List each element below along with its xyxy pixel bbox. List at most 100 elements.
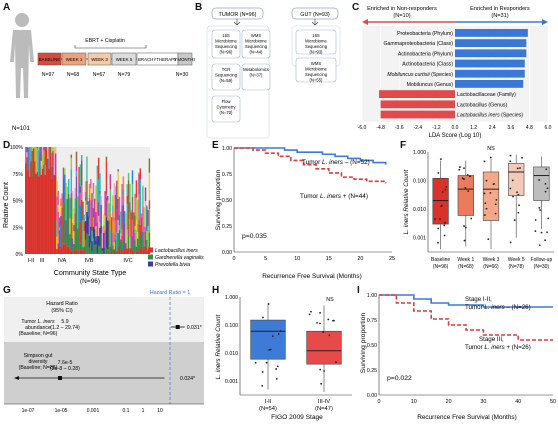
d-bar-16-o0 <box>45 147 48 150</box>
d-bar-24-o3 <box>56 196 58 221</box>
d-bar-23-o0 <box>54 153 57 175</box>
total-n: N=101 <box>12 126 31 132</box>
d-bar-74-o4 <box>121 183 123 203</box>
d-bar-16-0 <box>45 149 48 254</box>
d-bar-68-o0 <box>113 241 115 250</box>
d-bar-62-o3 <box>105 160 108 183</box>
d-bar-53-1 <box>94 245 96 254</box>
c-bar-6 <box>379 90 455 98</box>
d-bar-82-0 <box>131 249 134 254</box>
d-bar-61-o1 <box>104 220 106 231</box>
g-header2: (95% CI) <box>51 308 72 314</box>
d-bar-80-o1 <box>129 219 131 237</box>
d-bar-70-0 <box>116 253 118 254</box>
d-bar-37-0 <box>73 249 75 254</box>
h-xlabel: FIGO 2009 Stage <box>271 414 323 421</box>
d-bar-21-0 <box>52 151 54 254</box>
d-bar-79-o0 <box>127 229 130 235</box>
d-bar-57-o2 <box>99 193 101 210</box>
d-bar-78-0 <box>126 250 129 254</box>
f-xn-3: (N=78) <box>508 264 524 270</box>
d-bar-1-o2 <box>26 147 28 153</box>
d-bar-43-o0 <box>80 185 83 200</box>
f-point-3-2 <box>509 187 512 190</box>
d-bar-23-0 <box>54 174 57 254</box>
d-bar-26-o2 <box>58 217 61 228</box>
d-bar-45-1 <box>83 246 86 250</box>
d-bar-18-o0 <box>48 156 50 169</box>
d-bar-84-o4 <box>134 193 136 216</box>
d-bar-35-o1 <box>70 169 73 194</box>
d-bar-25-o1 <box>57 234 60 244</box>
f-point-0-10 <box>443 234 446 237</box>
h-ytick-0: 0.001 <box>225 379 238 385</box>
tumor-assay-label-0-2: Sequencing <box>215 44 238 49</box>
d-bar-55-o1 <box>96 200 99 223</box>
d-bar-46-o1 <box>84 200 87 216</box>
c-tick-0: -6.0 <box>358 125 367 131</box>
g-row0-label-c: (Baseline; N=96) <box>19 331 58 337</box>
d-bar-88-1 <box>139 236 142 249</box>
d-bar-71-o3 <box>117 169 119 172</box>
f-ns: NS <box>487 146 495 152</box>
d-bar-75-o2 <box>122 195 125 206</box>
d-bar-92-1 <box>144 231 147 246</box>
panel-label-g: G <box>3 285 11 296</box>
d-bar-84-1 <box>134 240 136 254</box>
d-bar-54-2 <box>95 240 97 245</box>
d-bar-7-0 <box>34 161 36 254</box>
d-bar-8-0 <box>35 173 37 254</box>
c-tick-4: -1.2 <box>432 125 441 131</box>
d-bar-27-0 <box>60 246 62 254</box>
d-bar-67-o0 <box>112 233 114 246</box>
d-bar-6-0 <box>32 148 35 254</box>
d-bar-11-o0 <box>39 153 41 172</box>
d-bar-49-o2 <box>88 194 91 198</box>
d-bar-92-0 <box>144 245 147 254</box>
d-bar-40-1 <box>77 235 79 251</box>
e-ylabel: Surviving proportion <box>215 170 222 231</box>
d-bar-9-0 <box>36 171 39 254</box>
d-bar-49-o0 <box>88 217 91 236</box>
d-bar-90-1 <box>142 239 144 250</box>
f-point-2-8 <box>483 192 486 195</box>
c-cat-label-5: Mobiluncus (Genus) <box>407 82 454 88</box>
d-bar-27-o1 <box>60 216 62 226</box>
d-bar-87-0 <box>138 252 140 254</box>
d-bar-71-0 <box>117 247 119 254</box>
d-bar-47-o0 <box>86 204 88 212</box>
d-bar-93-1 <box>146 239 148 248</box>
timeline-label-1: WEEK 1 <box>66 57 83 62</box>
d-bar-13-o1 <box>41 147 44 155</box>
tumor-assay-label-1-3: (N=44) <box>250 50 264 55</box>
d-group-4: IVC <box>123 258 132 264</box>
timeline-step-5 <box>177 52 193 66</box>
d-bar-0-o0 <box>25 147 27 164</box>
d-bar-25-o3 <box>57 204 60 212</box>
c-xlabel: LDA Score (Log 10) <box>429 133 482 139</box>
d-bar-62-o0 <box>105 197 108 218</box>
f-xcat-3: Week 5 <box>508 257 525 263</box>
tumor-assay-label-2-2: (N=59) <box>220 78 234 83</box>
f-point-2-10 <box>489 156 492 159</box>
i-ytick-0: 0.00 <box>367 393 377 399</box>
d-bar-12-o1 <box>40 160 43 167</box>
d-bar-85-o2 <box>135 197 138 221</box>
d-bar-63-o1 <box>107 196 109 201</box>
i-xtick-1: 10 <box>411 399 417 405</box>
e-xlabel: Recurrence Free Survival (Months) <box>262 273 361 280</box>
d-bar-89-1 <box>140 230 143 247</box>
d-bar-35-o0 <box>70 193 73 212</box>
panel-f-box: L. iners Relative Count 0.001 0.010 0.100 1… <box>403 146 554 270</box>
f-point-3-6 <box>516 191 518 194</box>
d-xn: (N=96) <box>80 278 100 285</box>
d-bar-28-1 <box>61 245 63 248</box>
d-bar-32-1 <box>66 199 69 247</box>
d-bar-2-o0 <box>27 147 30 170</box>
d-bar-3-0 <box>28 176 31 254</box>
d-bar-80-o2 <box>129 212 131 220</box>
d-bar-80-o4 <box>129 183 131 203</box>
f-point-4-12 <box>544 182 547 185</box>
d-bar-68-o3 <box>113 201 115 218</box>
f-point-4-0 <box>545 168 548 171</box>
